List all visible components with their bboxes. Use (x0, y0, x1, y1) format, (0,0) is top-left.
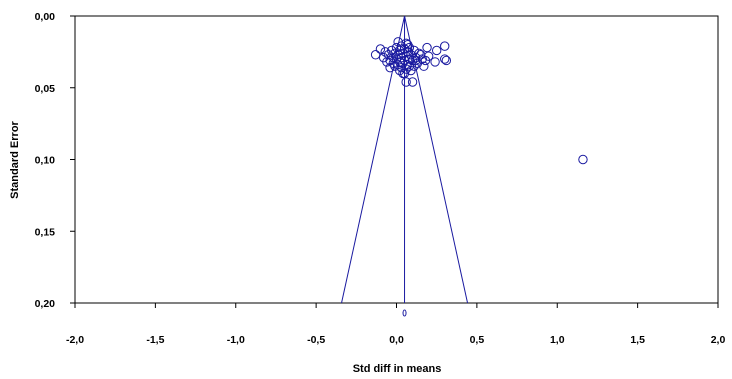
x-tick-label: -1,0 (227, 334, 245, 346)
study-point (578, 154, 588, 165)
study-point (407, 77, 418, 87)
plot-area (74, 15, 719, 304)
y-tick-label: 0,10 (35, 155, 56, 167)
study-point (378, 52, 389, 63)
x-tick-label: -0,5 (307, 334, 325, 346)
y-tick-label: 0,20 (35, 298, 56, 310)
study-point (404, 61, 415, 71)
study-point (380, 47, 390, 57)
y-axis-title: Standard Error (9, 120, 21, 198)
x-axis-title: Std diff in means (353, 363, 442, 375)
y-tick-label: 0,00 (35, 11, 56, 23)
study-point (375, 44, 386, 54)
x-tick-label: 0,5 (470, 334, 485, 346)
study-point (370, 50, 381, 60)
study-point (398, 68, 408, 79)
study-point (411, 55, 421, 66)
study-point (420, 55, 431, 66)
study-point (390, 61, 400, 71)
study-point (412, 58, 423, 69)
study-point (441, 55, 452, 66)
x-tick-label: -2,0 (66, 334, 84, 346)
study-point (440, 41, 450, 51)
study-point (393, 37, 403, 47)
study-point (431, 45, 442, 56)
x-tick-label: 1,5 (630, 334, 645, 346)
study-point (391, 42, 402, 53)
study-point (383, 50, 394, 60)
pooled-estimate-marker (402, 309, 407, 317)
x-axis-ticks: -2,0 -1,5 -1,0 -0,5 0,0 0,5 1,0 1,5 2,0 (66, 303, 725, 346)
data-points (370, 37, 588, 317)
x-tick-label: 0,0 (389, 334, 404, 346)
y-axis-ticks: 0,00 0,05 0,10 0,15 0,20 (35, 11, 75, 310)
study-point (419, 61, 429, 71)
x-tick-label: 1,0 (550, 334, 565, 346)
study-point (430, 57, 440, 67)
study-point (415, 50, 426, 60)
study-point (403, 40, 413, 50)
study-point (401, 77, 411, 87)
study-point (406, 65, 416, 76)
x-tick-label: -1,5 (146, 334, 164, 346)
x-tick-label: 2,0 (711, 334, 726, 346)
study-point (440, 54, 450, 64)
y-tick-label: 0,05 (35, 83, 56, 95)
y-tick-label: 0,15 (35, 226, 56, 238)
study-point (390, 48, 400, 59)
study-point (422, 42, 432, 53)
study-point (385, 62, 395, 73)
